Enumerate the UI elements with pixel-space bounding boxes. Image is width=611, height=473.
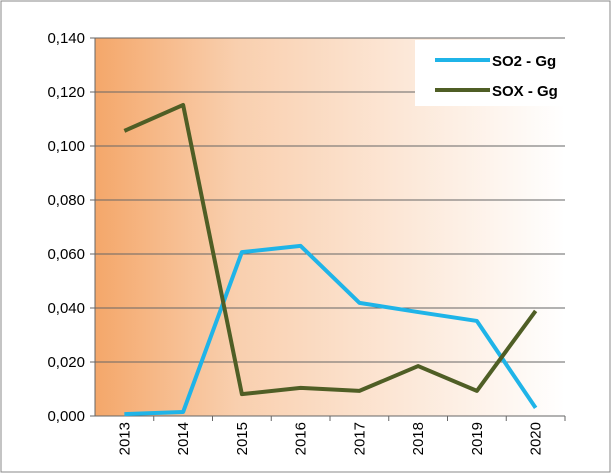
x-tick-label: 2014 — [175, 422, 192, 455]
series-line — [123, 102, 538, 397]
legend-box — [415, 40, 597, 106]
x-tick-label: 2017 — [351, 422, 368, 455]
legend-label: SO2 - Gg — [492, 53, 556, 70]
y-tick-label: 0,100 — [47, 138, 85, 155]
x-tick-label: 2013 — [116, 422, 133, 455]
legend-label: SOX - Gg — [492, 83, 558, 100]
y-tick-label: 0,020 — [47, 354, 85, 371]
series-line — [124, 243, 538, 417]
y-tick-label: 0,080 — [47, 192, 85, 209]
x-tick-label: 2016 — [293, 422, 310, 455]
y-tick-label: 0,040 — [47, 300, 85, 317]
y-tick-label: 0,000 — [47, 408, 85, 425]
x-tick-label: 2020 — [528, 422, 545, 455]
x-tick-label: 2015 — [234, 422, 251, 455]
x-tick-label: 2019 — [469, 422, 486, 455]
y-tick-label: 0,060 — [47, 246, 85, 263]
x-tick-label: 2018 — [410, 422, 427, 455]
y-tick-label: 0,140 — [47, 30, 85, 47]
y-tick-label: 0,120 — [47, 84, 85, 101]
